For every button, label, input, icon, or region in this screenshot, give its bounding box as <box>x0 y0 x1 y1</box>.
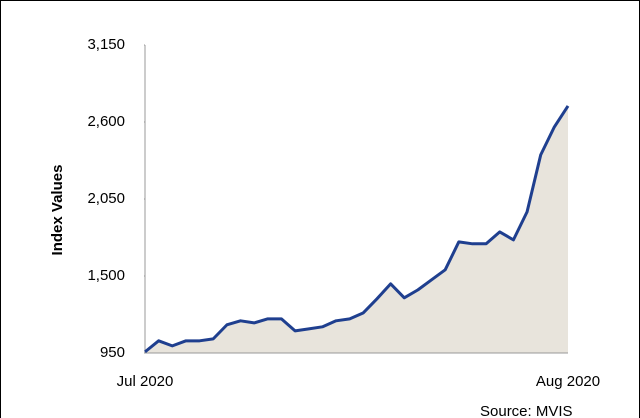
x-tick-label: Aug 2020 <box>536 373 600 390</box>
y-tick-label: 2,050 <box>87 190 125 207</box>
source-note: Source: MVIS <box>480 403 573 418</box>
y-tick-label: 1,500 <box>87 267 125 284</box>
area-fill <box>145 105 568 354</box>
index-line <box>144 105 570 354</box>
y-tick-label: 3,150 <box>87 36 125 53</box>
y-axis-label: Index Values <box>49 165 66 256</box>
x-tick-label: Jul 2020 <box>117 373 174 390</box>
y-tick-label: 950 <box>100 344 125 361</box>
y-tick-label: 2,600 <box>87 113 125 130</box>
